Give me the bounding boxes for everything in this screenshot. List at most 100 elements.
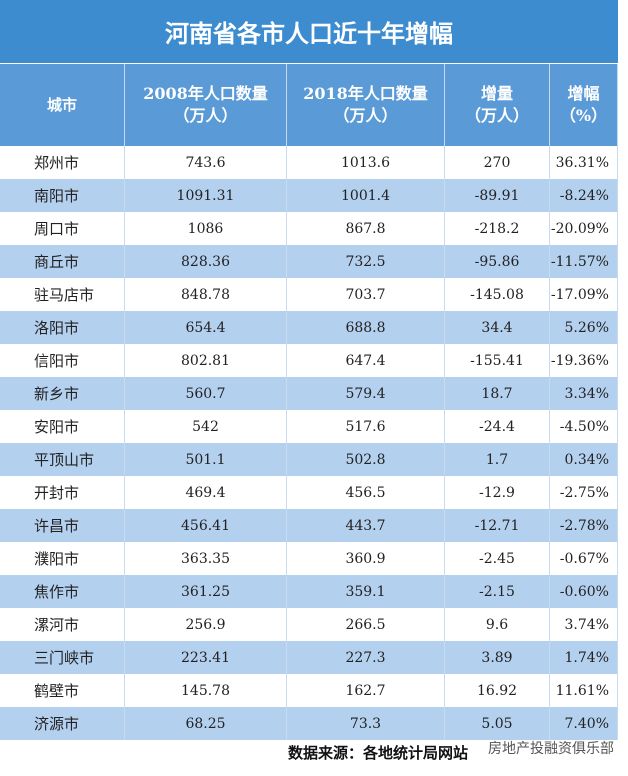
table-row: 三门峡市 223.41 227.3 3.89 1.74% <box>0 641 618 674</box>
table-cell: 802.81 <box>125 344 287 377</box>
table-cell: 洛阳市 <box>0 311 125 344</box>
table-row: 开封市 469.4 456.5 -12.9 -2.75% <box>0 476 618 509</box>
table-cell: -24.4 <box>445 410 550 443</box>
table-cell: -145.08 <box>445 278 550 311</box>
table-cell: 3.74% <box>550 608 618 641</box>
table-cell: -11.57% <box>550 245 618 278</box>
table-cell: 68.25 <box>125 707 287 740</box>
table-row: 周口市 1086 867.8 -218.2 -20.09% <box>0 212 618 245</box>
table-row: 新乡市 560.7 579.4 18.7 3.34% <box>0 377 618 410</box>
table-cell: 平顶山市 <box>0 443 125 476</box>
table-cell: 502.8 <box>287 443 445 476</box>
table-cell: 18.7 <box>445 377 550 410</box>
table-cell: -2.78% <box>550 509 618 542</box>
table-row: 濮阳市 363.35 360.9 -2.45 -0.67% <box>0 542 618 575</box>
table-row: 郑州市 743.6 1013.6 270 36.31% <box>0 146 618 179</box>
table-cell: 266.5 <box>287 608 445 641</box>
table-cell: 开封市 <box>0 476 125 509</box>
table-cell: 227.3 <box>287 641 445 674</box>
header-text: 增量 <box>480 84 513 103</box>
table-cell: 270 <box>445 146 550 179</box>
table-cell: 647.4 <box>287 344 445 377</box>
table-cell: 1.74% <box>550 641 618 674</box>
table-cell: 郑州市 <box>0 146 125 179</box>
table-row: 焦作市 361.25 359.1 -2.15 -0.60% <box>0 575 618 608</box>
source-note: 数据来源：各地统计局网站 <box>287 744 468 762</box>
table-cell: 579.4 <box>287 377 445 410</box>
table-cell: -2.75% <box>550 476 618 509</box>
table-cell: -155.41 <box>445 344 550 377</box>
table-cell: 鹤壁市 <box>0 674 125 707</box>
header-text: 2008年人口数量 <box>143 84 268 103</box>
table-cell: -0.67% <box>550 542 618 575</box>
header-text: （万人） <box>333 106 398 125</box>
table-cell: 安阳市 <box>0 410 125 443</box>
table-cell: -12.71 <box>445 509 550 542</box>
table-row: 许昌市 456.41 443.7 -12.71 -2.78% <box>0 509 618 542</box>
table-cell: 542 <box>125 410 287 443</box>
header-text: 2018年人口数量 <box>303 84 428 103</box>
table-cell: 济源市 <box>0 707 125 740</box>
table-cell: -12.9 <box>445 476 550 509</box>
table-cell: 73.3 <box>287 707 445 740</box>
table-row: 洛阳市 654.4 688.8 34.4 5.26% <box>0 311 618 344</box>
table-cell: 456.5 <box>287 476 445 509</box>
table-cell: 517.6 <box>287 410 445 443</box>
table-row: 商丘市 828.36 732.5 -95.86 -11.57% <box>0 245 618 278</box>
table-cell: 1091.31 <box>125 179 287 212</box>
table-cell: -89.91 <box>445 179 550 212</box>
table-cell: 许昌市 <box>0 509 125 542</box>
table-cell: -95.86 <box>445 245 550 278</box>
header-text: （%） <box>559 106 608 125</box>
table-cell: -20.09% <box>550 212 618 245</box>
header-text: （万人） <box>464 106 529 125</box>
table-cell: -17.09% <box>550 278 618 311</box>
table-cell: 0.34% <box>550 443 618 476</box>
table-cell: 456.41 <box>125 509 287 542</box>
table-cell: 443.7 <box>287 509 445 542</box>
table-cell: 漯河市 <box>0 608 125 641</box>
table-cell: 南阳市 <box>0 179 125 212</box>
table-row: 南阳市 1091.31 1001.4 -89.91 -8.24% <box>0 179 618 212</box>
header-cell: 2018年人口数量 （万人） <box>287 64 445 146</box>
watermark: 房地产投融资俱乐部 <box>488 741 614 757</box>
table-cell: 三门峡市 <box>0 641 125 674</box>
table-cell: 7.40% <box>550 707 618 740</box>
table-cell: 34.4 <box>445 311 550 344</box>
table-cell: 560.7 <box>125 377 287 410</box>
table-cell: 359.1 <box>287 575 445 608</box>
table-cell: -0.60% <box>550 575 618 608</box>
header-text: 增幅 <box>567 84 600 103</box>
table-row: 安阳市 542 517.6 -24.4 -4.50% <box>0 410 618 443</box>
table-cell: 848.78 <box>125 278 287 311</box>
table-cell: 濮阳市 <box>0 542 125 575</box>
table-cell: 867.8 <box>287 212 445 245</box>
table-cell: 周口市 <box>0 212 125 245</box>
table-cell: 162.7 <box>287 674 445 707</box>
table-row: 鹤壁市 145.78 162.7 16.92 11.61% <box>0 674 618 707</box>
table-title: 河南省各市人口近十年增幅 <box>0 0 618 63</box>
table-cell: 16.92 <box>445 674 550 707</box>
table-cell: 828.36 <box>125 245 287 278</box>
table-cell: 3.89 <box>445 641 550 674</box>
header-cell: 2008年人口数量 （万人） <box>125 64 287 146</box>
table-cell: 36.31% <box>550 146 618 179</box>
table-cell: 703.7 <box>287 278 445 311</box>
header-row: 城市 2008年人口数量 （万人） 2018年人口数量 （万人） 增量 （万人） 增幅 （%） <box>0 64 618 146</box>
table-cell: 9.6 <box>445 608 550 641</box>
table-cell: 654.4 <box>125 311 287 344</box>
table-cell: 商丘市 <box>0 245 125 278</box>
table-cell: 256.9 <box>125 608 287 641</box>
table-cell: 363.35 <box>125 542 287 575</box>
table-cell: 5.26% <box>550 311 618 344</box>
table-row: 漯河市 256.9 266.5 9.6 3.74% <box>0 608 618 641</box>
table-cell: 新乡市 <box>0 377 125 410</box>
table-cell: 5.05 <box>445 707 550 740</box>
header-text: （万人） <box>173 106 238 125</box>
table-row: 平顶山市 501.1 502.8 1.7 0.34% <box>0 443 618 476</box>
header-cell: 城市 <box>0 64 125 146</box>
table-cell: -218.2 <box>445 212 550 245</box>
table-cell: 焦作市 <box>0 575 125 608</box>
table-cell: -2.15 <box>445 575 550 608</box>
header-cell: 增幅 （%） <box>550 64 618 146</box>
